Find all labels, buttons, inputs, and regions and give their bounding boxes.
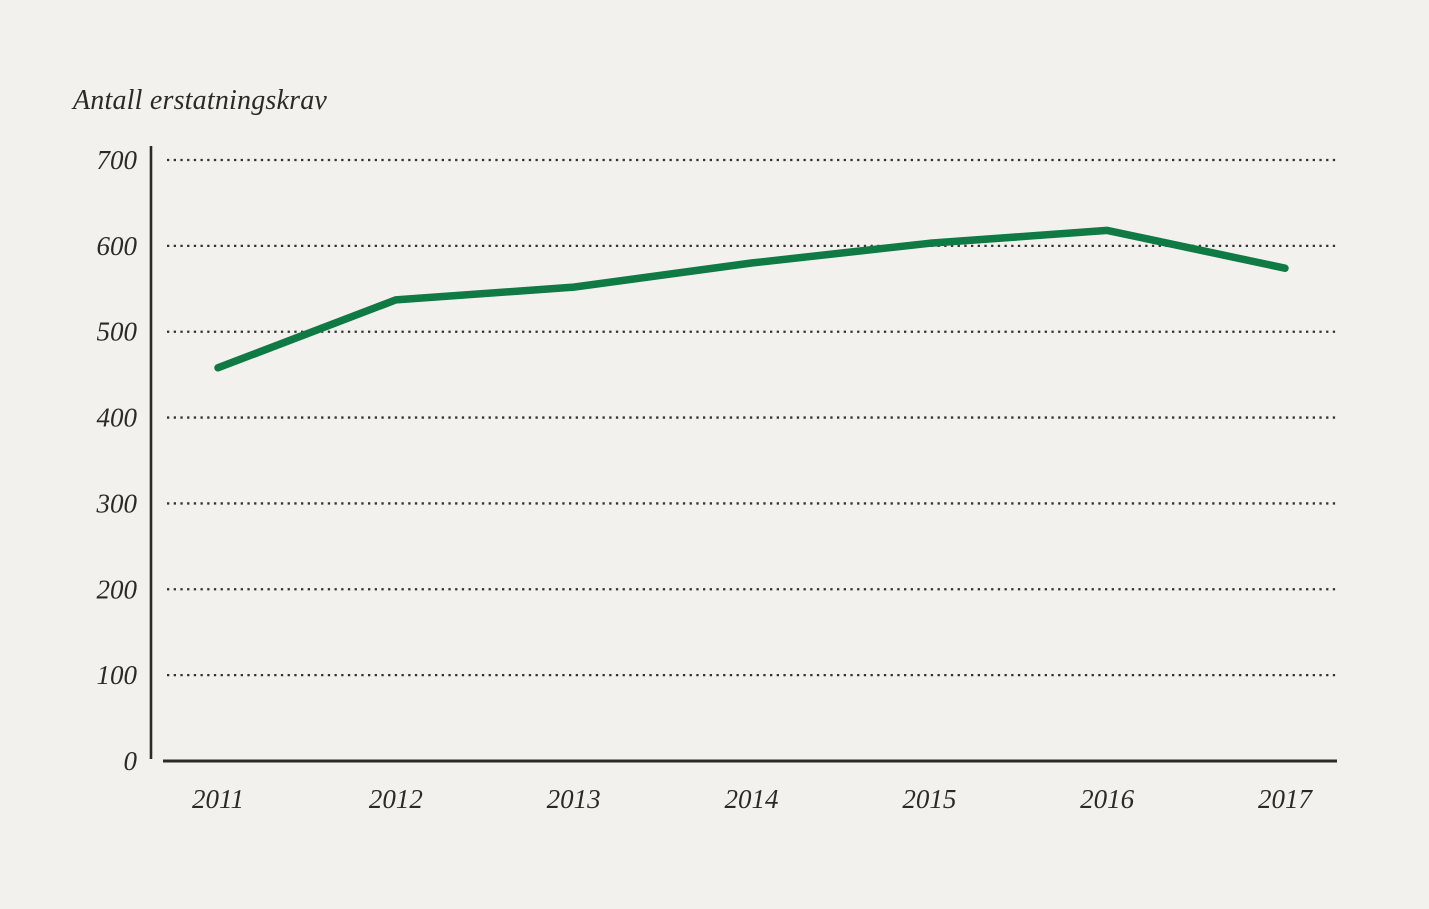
- y-tick-label: 500: [97, 317, 138, 347]
- y-tick-label: 100: [97, 660, 138, 690]
- x-tick-label: 2012: [369, 784, 423, 814]
- y-tick-label: 400: [97, 403, 138, 433]
- x-tick-label: 2015: [902, 784, 956, 814]
- chart-title: Antall erstatningskrav: [73, 85, 328, 116]
- y-tick-label: 300: [96, 488, 138, 518]
- y-tick-label: 0: [124, 746, 138, 776]
- x-tick-label: 2017: [1258, 784, 1314, 814]
- x-tick-label: 2011: [192, 784, 244, 814]
- x-tick-label: 2013: [547, 784, 601, 814]
- y-tick-label: 700: [97, 145, 138, 175]
- y-tick-label: 600: [97, 231, 138, 261]
- x-tick-label: 2014: [725, 784, 779, 814]
- x-tick-label: 2016: [1080, 784, 1135, 814]
- y-tick-label: 200: [97, 574, 138, 604]
- data-series-line: [214, 226, 1289, 372]
